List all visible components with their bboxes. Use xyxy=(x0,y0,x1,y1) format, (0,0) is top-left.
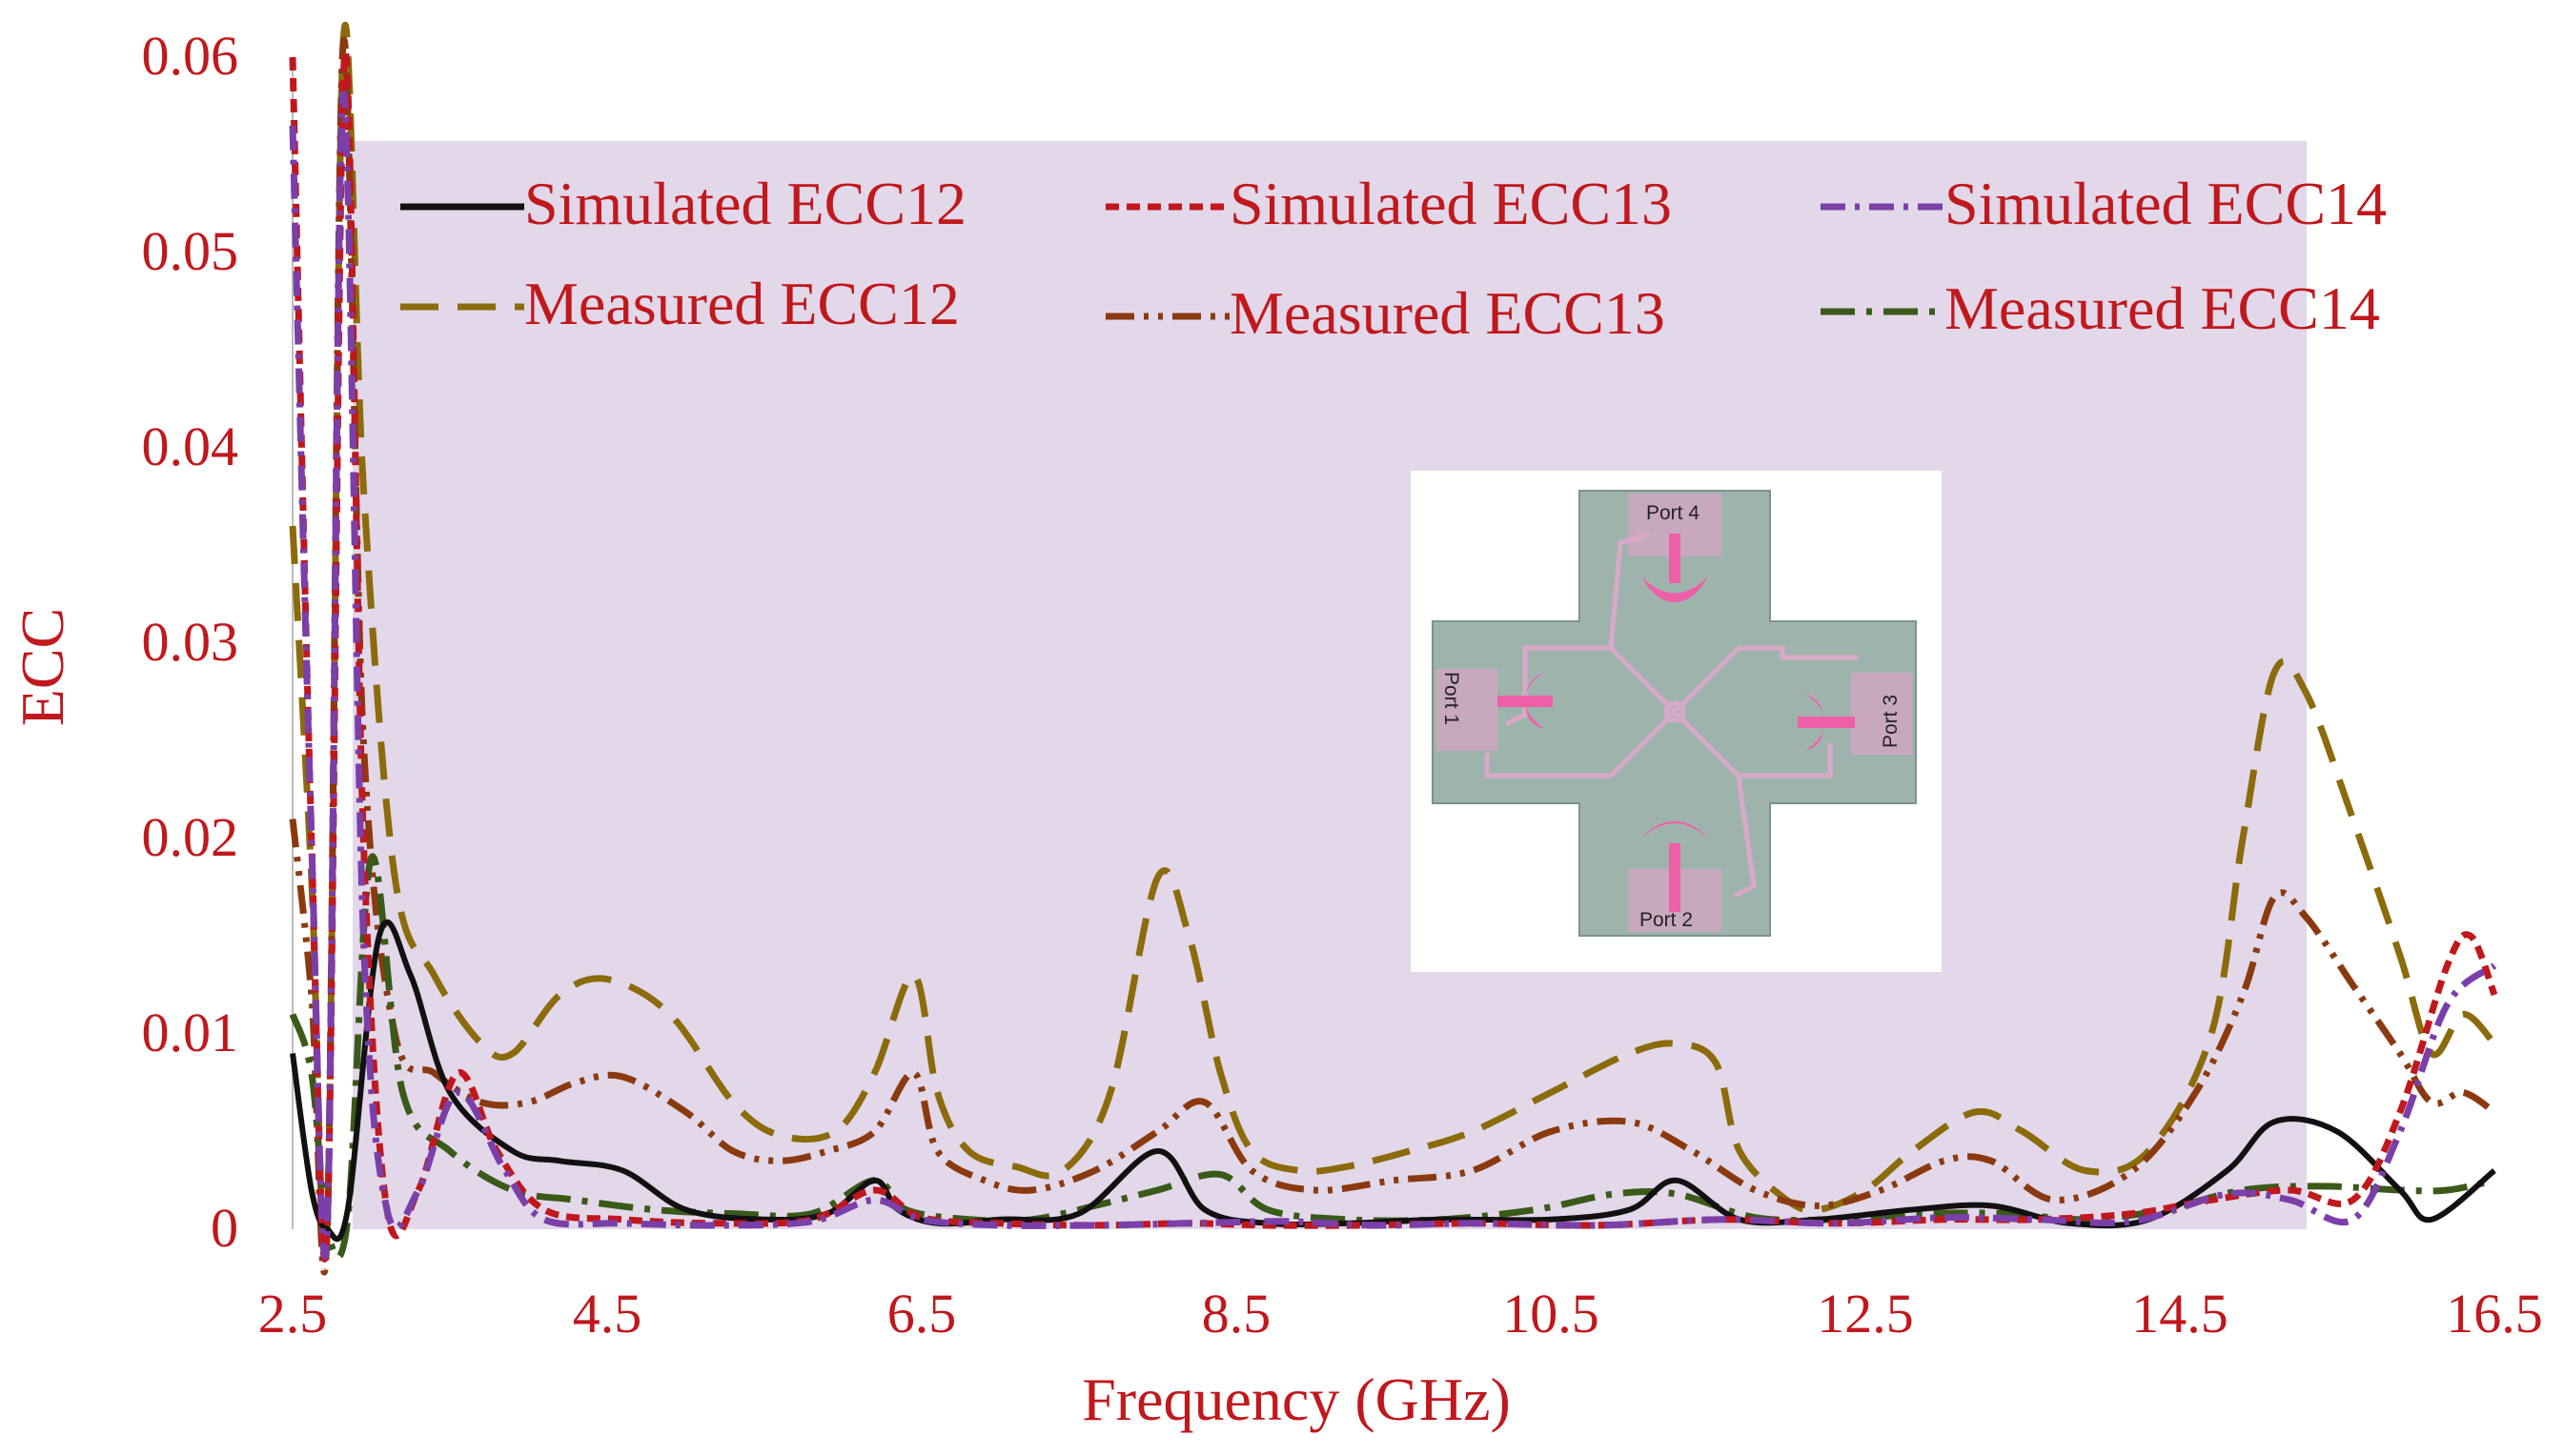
y-tick-label: 0.01 xyxy=(142,1001,239,1063)
legend-label: Measured ECC14 xyxy=(1944,274,2380,342)
antenna-inset: Port 4 Port 1 Port 3 Port 2 xyxy=(1411,471,1942,972)
x-tick-label: 6.5 xyxy=(887,1283,957,1345)
legend-label: Measured ECC13 xyxy=(1230,279,1665,347)
x-tick-label: 14.5 xyxy=(2131,1283,2228,1345)
x-tick-label: 12.5 xyxy=(1817,1283,1914,1345)
y-tick-label: 0.02 xyxy=(142,806,239,868)
series-line-simulated-ecc14 xyxy=(289,90,2497,1260)
x-tick-labels: 2.5 4.5 6.5 8.5 10.5 12.5 14.5 16.5 xyxy=(258,1283,2543,1345)
legend: Simulated ECC12 Simulated ECC13 Simulated … xyxy=(400,170,2387,347)
y-tick-label: 0 xyxy=(211,1197,238,1259)
x-tick-label: 8.5 xyxy=(1202,1283,1272,1345)
y-axis-title: ECC xyxy=(9,608,76,726)
legend-label: Simulated ECC13 xyxy=(1230,170,1672,237)
legend-item: Simulated ECC12 xyxy=(400,170,967,237)
port-1-label: Port 1 xyxy=(1440,672,1462,725)
legend-label: Simulated ECC12 xyxy=(524,170,967,237)
series-line-simulated-ecc13 xyxy=(289,50,2498,1263)
x-tick-label: 16.5 xyxy=(2446,1283,2543,1345)
y-tick-label: 0.05 xyxy=(142,220,239,282)
series-lines xyxy=(289,22,2498,1276)
legend-item: Simulated ECC13 xyxy=(1106,170,1672,237)
legend-item: Measured ECC12 xyxy=(400,270,960,337)
port-3-patch xyxy=(1851,673,1912,755)
legend-item: Measured ECC13 xyxy=(1106,279,1665,347)
port-3-label: Port 3 xyxy=(1880,695,1902,748)
legend-label: Simulated ECC14 xyxy=(1944,170,2387,237)
port-2-label: Port 2 xyxy=(1639,909,1693,931)
legend-label: Measured ECC12 xyxy=(524,270,960,337)
x-axis-title: Frequency (GHz) xyxy=(1082,1365,1511,1433)
radiating-elements xyxy=(1497,534,1855,912)
port-1-patch xyxy=(1436,669,1497,751)
y-tick-labels: 0 0.01 0.02 0.03 0.04 0.05 0.06 xyxy=(142,25,239,1259)
y-tick-label: 0.03 xyxy=(142,611,239,673)
decoupling-network xyxy=(1484,531,1859,899)
x-tick-label: 2.5 xyxy=(258,1283,328,1345)
y-tick-label: 0.04 xyxy=(142,415,239,477)
y-tick-label: 0.06 xyxy=(142,25,239,87)
x-tick-label: 4.5 xyxy=(573,1283,642,1345)
series-line-measured-ecc12 xyxy=(289,22,2497,1264)
x-tick-label: 10.5 xyxy=(1502,1283,1599,1345)
plot-area-background xyxy=(353,141,2307,1229)
legend-item: Simulated ECC14 xyxy=(1821,170,2387,237)
port-4-label: Port 4 xyxy=(1646,502,1699,524)
legend-item: Measured ECC14 xyxy=(1821,274,2380,342)
